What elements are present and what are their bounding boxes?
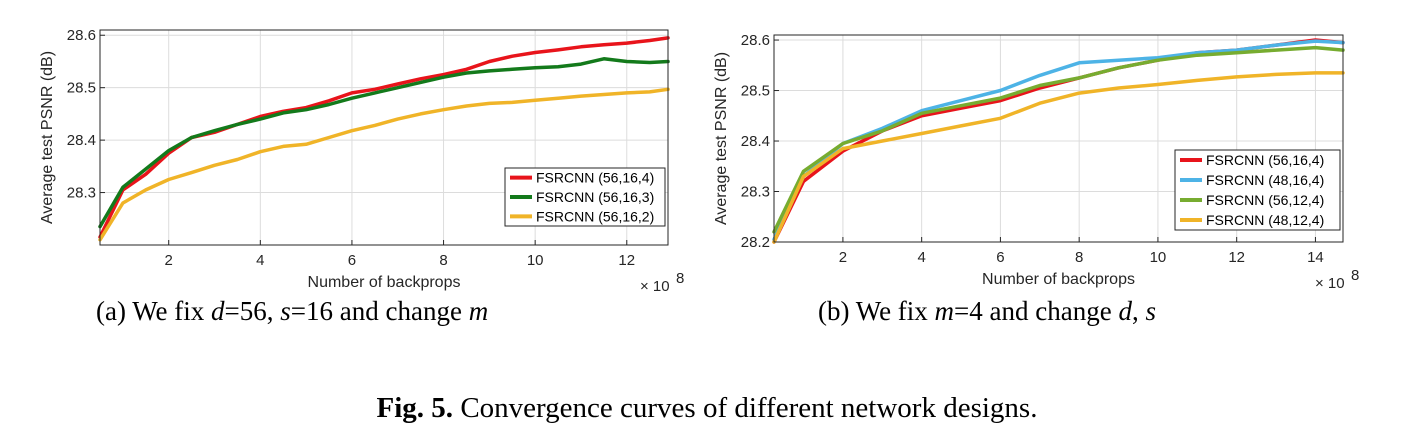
x-tick-label: 14 xyxy=(1307,249,1324,266)
legend-label-4: FSRCNN (48,12,4) xyxy=(1206,212,1324,228)
caption-a-text-1: =56, xyxy=(224,296,281,326)
caption-a-prefix: (a) We fix xyxy=(96,296,212,326)
x-tick-label: 6 xyxy=(348,252,356,269)
series-line-2 xyxy=(98,57,670,229)
legend-label-1: FSRCNN (56,16,4) xyxy=(1206,152,1324,168)
y-axis-label: Average test PSNR (dB) xyxy=(39,51,56,224)
caption-b-prefix: (b) We fix xyxy=(818,296,935,326)
x-axis-label: Number of backprops xyxy=(308,274,461,291)
x-tick-label: 10 xyxy=(1150,249,1167,266)
figure-caption: Fig. 5. Convergence curves of different … xyxy=(0,392,1414,425)
x-tick-label: 8 xyxy=(1075,249,1083,266)
x-multiplier-exponent: 8 xyxy=(1351,267,1359,284)
x-axis-label: Number of backprops xyxy=(982,271,1135,288)
legend-label-3: FSRCNN (56,12,4) xyxy=(1206,192,1324,208)
x-tick-label: 6 xyxy=(996,249,1004,266)
caption-a-var-d: d xyxy=(211,296,225,326)
chart-b: 2 4 6 8 10 12 14 28.2 28.3 28.4 28.5 28.6 Number of … xyxy=(713,32,1359,292)
y-tick-label: 28.5 xyxy=(741,83,770,100)
legend-label-2: FSRCNN (56,16,3) xyxy=(536,189,654,205)
x-multiplier-exponent: 8 xyxy=(676,270,684,287)
figure-caption-text: Convergence curves of different network … xyxy=(453,392,1038,424)
series-line-3 xyxy=(98,87,670,242)
caption-a-text-2: =16 and change xyxy=(290,296,469,326)
x-tick-label: 12 xyxy=(1228,249,1245,266)
caption-b-var-d: d xyxy=(1118,296,1132,326)
y-tick-label: 28.3 xyxy=(67,185,96,202)
caption-b-var-s: s xyxy=(1145,296,1156,326)
chart-a: 2 4 6 8 10 12 28.3 28.4 28.5 28.6 Number of backpr… xyxy=(39,27,684,295)
y-axis-label: Average test PSNR (dB) xyxy=(713,52,730,225)
caption-a-var-m: m xyxy=(468,296,489,326)
x-tick-label: 2 xyxy=(839,249,847,266)
x-multiplier: × 10 xyxy=(640,278,670,295)
caption-a-var-s: s xyxy=(280,296,291,326)
legend-box xyxy=(1174,149,1341,231)
legend-label-3: FSRCNN (56,16,2) xyxy=(536,208,654,224)
caption-b: (b) We fix m=4 and change d, s xyxy=(818,296,1156,327)
axes-frame xyxy=(773,34,1344,243)
figure-caption-label: Fig. 5. xyxy=(376,392,454,424)
x-tick-label: 10 xyxy=(527,252,544,269)
x-tick-label: 2 xyxy=(165,252,173,269)
caption-b-var-m: m xyxy=(934,296,955,326)
series-line-4 xyxy=(772,71,1345,244)
axes-frame xyxy=(99,29,669,246)
x-multiplier: × 10 xyxy=(1315,275,1345,292)
caption-a: (a) We fix d=56, s=16 and change m xyxy=(96,296,488,327)
y-tick-label: 28.4 xyxy=(741,133,770,150)
x-tick-label: 12 xyxy=(618,252,635,269)
y-tick-label: 28.3 xyxy=(741,184,770,201)
y-tick-label: 28.5 xyxy=(67,80,96,97)
series-line-3 xyxy=(772,45,1345,234)
x-tick-label: 4 xyxy=(256,252,264,269)
y-tick-label: 28.4 xyxy=(67,132,96,149)
caption-b-text-2: , xyxy=(1131,296,1146,326)
caption-b-text-1: =4 and change xyxy=(954,296,1119,326)
x-tick-label: 4 xyxy=(917,249,925,266)
legend-label-2: FSRCNN (48,16,4) xyxy=(1206,172,1324,188)
x-tick-label: 8 xyxy=(439,252,447,269)
y-tick-label: 28.2 xyxy=(741,234,770,251)
legend-label-1: FSRCNN (56,16,4) xyxy=(536,170,654,186)
y-tick-label: 28.6 xyxy=(741,32,770,49)
y-tick-label: 28.6 xyxy=(67,27,96,44)
